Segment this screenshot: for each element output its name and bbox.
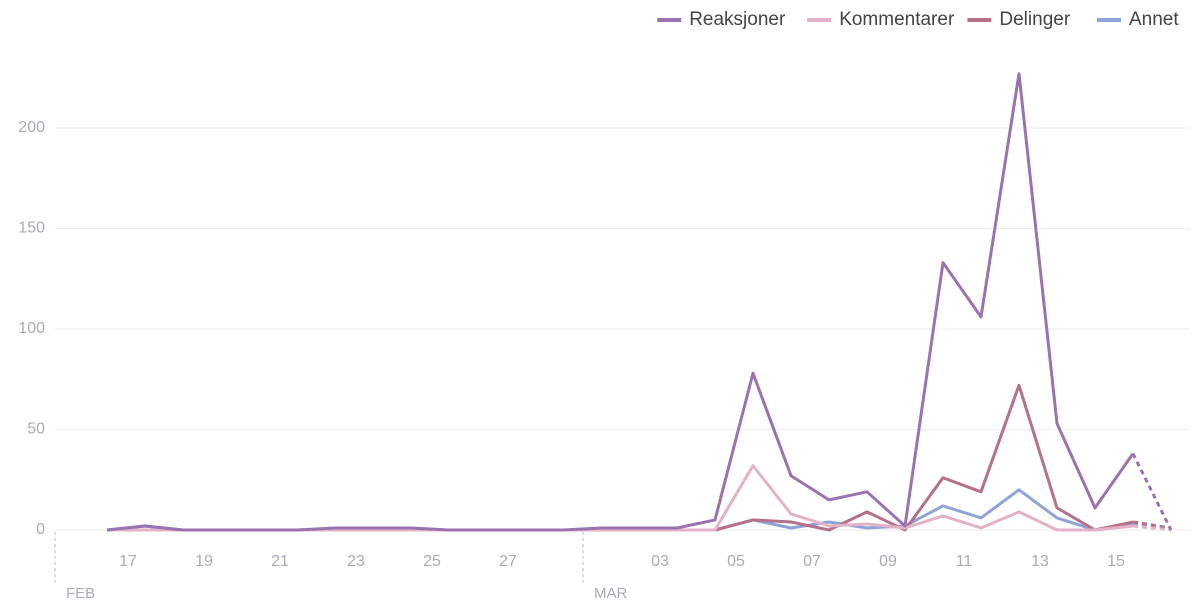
legend-label: Kommentarer [839,9,955,30]
x-tick-label: 27 [499,553,517,570]
y-tick-label: 0 [36,521,45,538]
x-tick-label: 03 [651,553,669,570]
y-tick-label: 200 [18,119,45,136]
series-line [106,72,1135,532]
x-tick-label: 15 [1107,553,1125,570]
x-tick-label: 07 [803,553,821,570]
x-tick-label: 17 [119,553,137,570]
x-tick-label: 13 [1031,553,1049,570]
x-tick-label: 21 [271,553,289,570]
x-tick-label: 09 [879,553,897,570]
x-tick-label: 23 [347,553,365,570]
legend-label: Delinger [999,9,1070,30]
x-tick-label: 11 [956,553,973,570]
month-label: MAR [594,585,628,602]
x-tick-label: 19 [195,553,213,570]
month-label: FEB [66,585,95,602]
series-line [107,464,1134,532]
y-tick-label: 50 [27,421,45,438]
series-line [106,488,1134,532]
series-line-partial [1132,524,1172,532]
series-line [107,383,1134,532]
series-line-partial [1131,452,1173,531]
y-tick-label: 100 [18,320,45,337]
x-tick-label: 05 [727,553,745,570]
x-tick-label: 25 [423,553,441,570]
y-tick-label: 150 [18,220,45,237]
legend-label: Reaksjoner [689,9,786,30]
series-line-partial [1132,520,1172,530]
legend-label: Annet [1129,9,1179,30]
